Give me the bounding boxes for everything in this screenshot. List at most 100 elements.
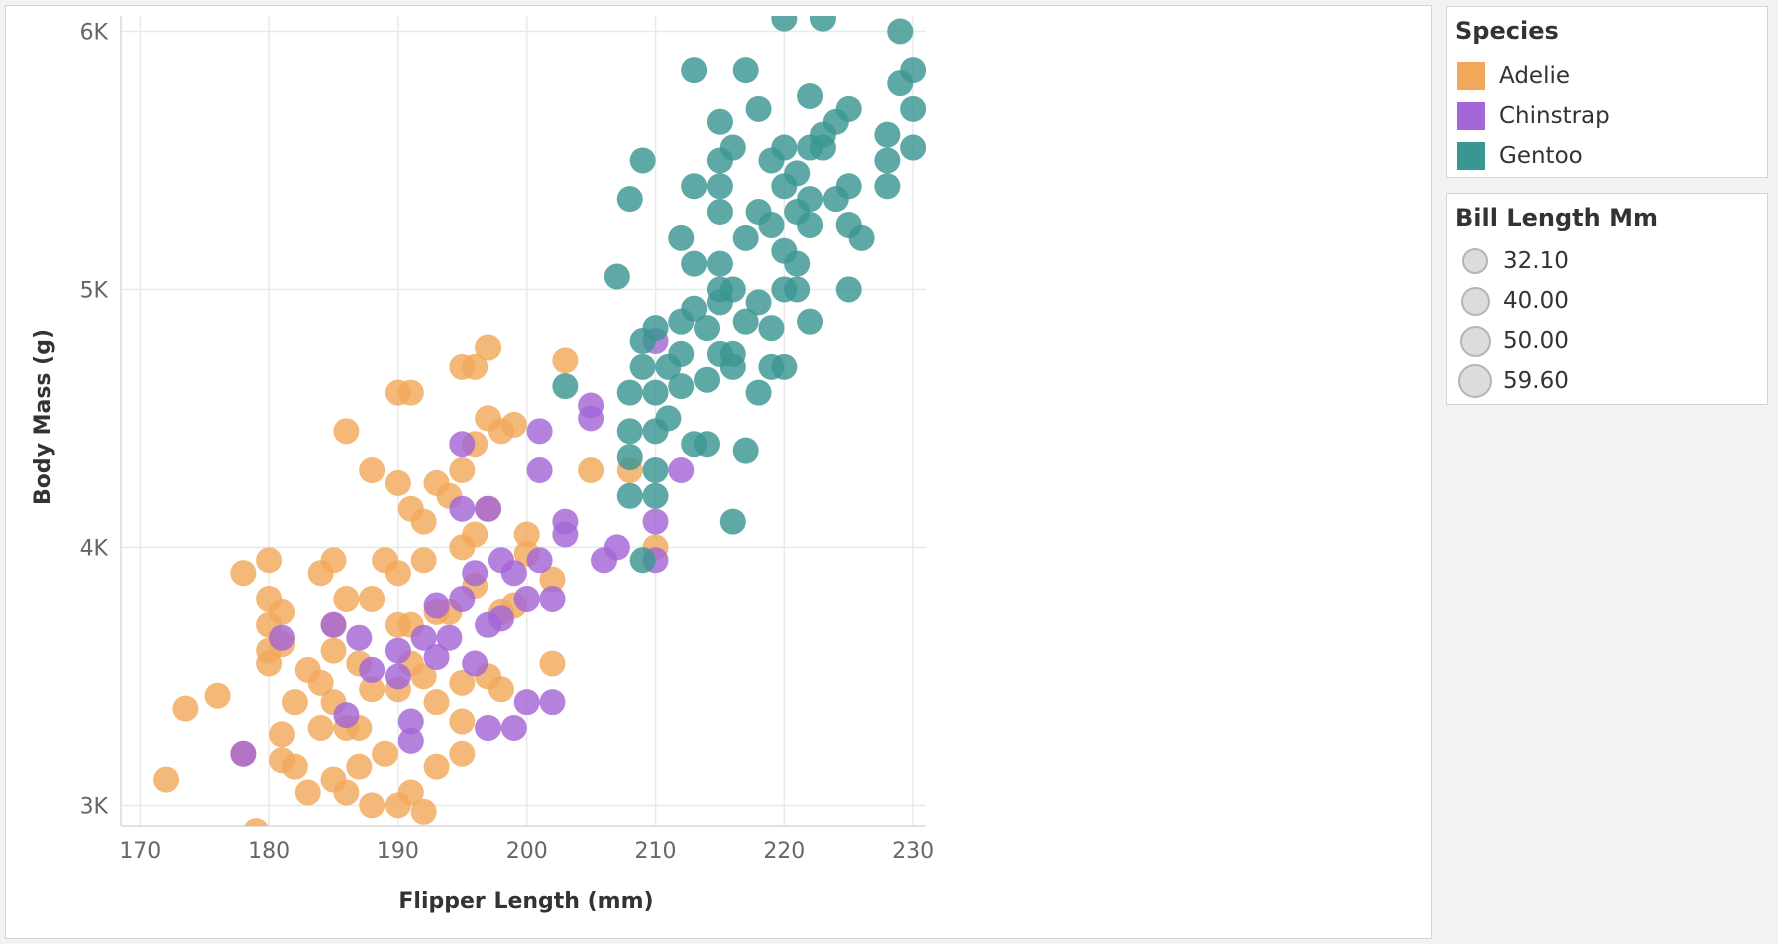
point-gentoo[interactable] [797, 308, 824, 335]
point-chinstrap[interactable] [423, 644, 450, 671]
point-adelie[interactable] [333, 418, 360, 445]
point-adelie[interactable] [359, 457, 386, 484]
point-gentoo[interactable] [809, 6, 836, 32]
point-gentoo[interactable] [616, 186, 643, 213]
point-gentoo[interactable] [719, 276, 746, 303]
point-chinstrap[interactable] [513, 585, 540, 612]
point-adelie[interactable] [539, 566, 566, 593]
point-adelie[interactable] [410, 547, 437, 574]
point-gentoo[interactable] [797, 186, 824, 213]
point-gentoo[interactable] [745, 289, 772, 316]
point-gentoo[interactable] [668, 340, 695, 367]
point-chinstrap[interactable] [359, 656, 386, 683]
point-gentoo[interactable] [784, 160, 811, 187]
point-adelie[interactable] [153, 766, 180, 793]
point-gentoo[interactable] [706, 199, 733, 226]
point-gentoo[interactable] [758, 211, 785, 238]
point-gentoo[interactable] [616, 418, 643, 445]
point-gentoo[interactable] [616, 379, 643, 406]
point-gentoo[interactable] [681, 295, 708, 322]
point-gentoo[interactable] [900, 134, 926, 161]
point-gentoo[interactable] [629, 353, 656, 380]
point-gentoo[interactable] [771, 134, 798, 161]
point-chinstrap[interactable] [346, 624, 373, 651]
point-gentoo[interactable] [771, 6, 798, 32]
point-gentoo[interactable] [603, 263, 630, 290]
size-legend-item[interactable]: 40.00 [1457, 284, 1569, 318]
point-gentoo[interactable] [887, 18, 914, 45]
point-chinstrap[interactable] [397, 708, 424, 735]
point-chinstrap[interactable] [475, 495, 502, 522]
point-gentoo[interactable] [797, 211, 824, 238]
point-chinstrap[interactable] [462, 560, 489, 587]
point-gentoo[interactable] [732, 57, 759, 84]
point-chinstrap[interactable] [384, 637, 411, 664]
point-adelie[interactable] [539, 650, 566, 677]
point-gentoo[interactable] [668, 224, 695, 251]
point-gentoo[interactable] [745, 95, 772, 122]
point-chinstrap[interactable] [578, 405, 605, 432]
point-chinstrap[interactable] [500, 714, 527, 741]
point-gentoo[interactable] [835, 173, 862, 200]
point-adelie[interactable] [204, 682, 231, 709]
point-gentoo[interactable] [706, 173, 733, 200]
point-adelie[interactable] [449, 669, 476, 696]
point-gentoo[interactable] [758, 315, 785, 342]
point-gentoo[interactable] [629, 147, 656, 174]
point-gentoo[interactable] [719, 353, 746, 380]
point-gentoo[interactable] [784, 276, 811, 303]
point-adelie[interactable] [281, 753, 308, 780]
point-gentoo[interactable] [706, 108, 733, 135]
point-adelie[interactable] [410, 663, 437, 690]
point-adelie[interactable] [449, 740, 476, 767]
point-chinstrap[interactable] [539, 689, 566, 716]
point-gentoo[interactable] [552, 373, 579, 400]
point-gentoo[interactable] [694, 431, 721, 458]
point-chinstrap[interactable] [462, 650, 489, 677]
point-adelie[interactable] [475, 334, 502, 361]
legend-item-gentoo[interactable]: Gentoo [1457, 139, 1583, 173]
point-chinstrap[interactable] [475, 714, 502, 741]
point-adelie[interactable] [256, 547, 283, 574]
point-adelie[interactable] [294, 779, 321, 806]
point-chinstrap[interactable] [526, 418, 553, 445]
point-adelie[interactable] [578, 457, 605, 484]
point-gentoo[interactable] [797, 82, 824, 109]
point-adelie[interactable] [243, 818, 269, 844]
point-adelie[interactable] [359, 585, 386, 612]
point-gentoo[interactable] [642, 482, 669, 509]
point-adelie[interactable] [487, 676, 514, 703]
point-gentoo[interactable] [732, 308, 759, 335]
point-chinstrap[interactable] [603, 534, 630, 561]
point-gentoo[interactable] [874, 147, 901, 174]
point-gentoo[interactable] [848, 224, 875, 251]
point-chinstrap[interactable] [269, 624, 295, 651]
point-gentoo[interactable] [900, 95, 926, 122]
point-adelie[interactable] [346, 753, 373, 780]
point-chinstrap[interactable] [320, 611, 347, 638]
point-chinstrap[interactable] [423, 592, 450, 619]
point-chinstrap[interactable] [500, 560, 527, 587]
point-adelie[interactable] [320, 547, 347, 574]
point-adelie[interactable] [410, 798, 437, 825]
point-adelie[interactable] [307, 714, 334, 741]
point-chinstrap[interactable] [410, 624, 437, 651]
point-chinstrap[interactable] [539, 585, 566, 612]
point-adelie[interactable] [384, 469, 411, 496]
point-gentoo[interactable] [835, 276, 862, 303]
point-adelie[interactable] [397, 379, 424, 406]
point-gentoo[interactable] [835, 95, 862, 122]
point-gentoo[interactable] [784, 250, 811, 277]
point-adelie[interactable] [423, 689, 450, 716]
point-gentoo[interactable] [706, 250, 733, 277]
point-chinstrap[interactable] [397, 727, 424, 754]
point-gentoo[interactable] [874, 121, 901, 148]
point-gentoo[interactable] [719, 508, 746, 535]
point-chinstrap[interactable] [552, 521, 579, 548]
point-adelie[interactable] [269, 598, 295, 625]
point-adelie[interactable] [172, 695, 199, 722]
legend-item-adelie[interactable]: Adelie [1457, 59, 1570, 93]
point-adelie[interactable] [320, 637, 347, 664]
point-gentoo[interactable] [745, 379, 772, 406]
point-adelie[interactable] [552, 347, 579, 374]
